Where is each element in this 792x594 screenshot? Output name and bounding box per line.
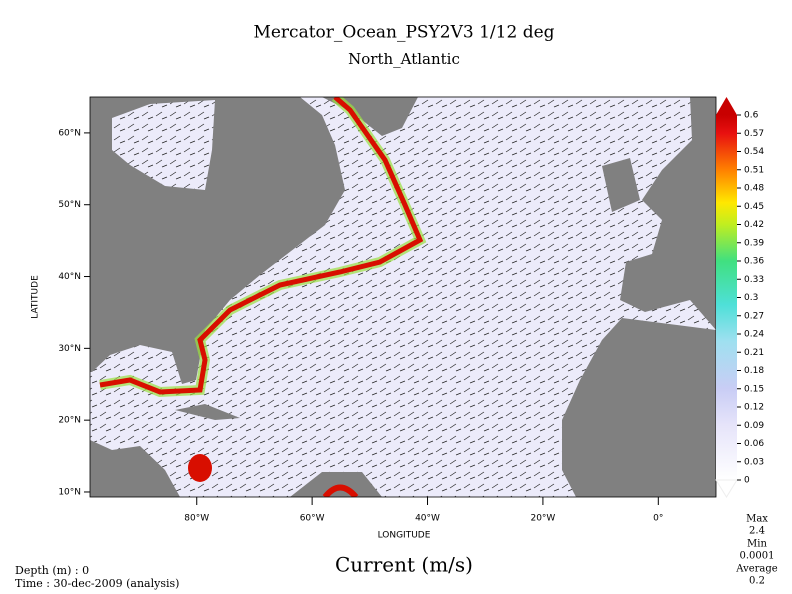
colorbar-tick-label: 0.48 [744,184,764,194]
title: Mercator_Ocean_PSY2V3 1/12 deg [253,23,554,43]
colorbar-tick-label: 0.12 [744,403,764,413]
y-tick-label: 40°N [58,272,81,282]
x-tick-label: 0° [653,514,663,524]
colorbar-top [716,97,737,115]
colorbar-tick-label: 0.09 [744,421,764,431]
cuba [175,404,240,420]
colorbar-tick-label: 0.54 [744,147,764,157]
eddy [322,484,359,497]
map [90,97,716,497]
y-tick-label: 30°N [58,344,81,354]
stat-value: 0.2 [749,576,765,587]
colorbar-tick-label: 0.57 [744,129,764,139]
time: Time : 30-dec-2009 (analysis) [15,577,179,590]
stat-label: Max [746,514,768,525]
colorbar-tick-label: 0.24 [744,330,764,340]
y-tick-label: 50°N [58,200,81,210]
eddy [188,454,212,482]
stat-value: 2.4 [749,526,765,537]
colorbar-label: Current (m/s) [335,553,473,577]
y-tick-label: 10°N [58,487,81,497]
central-america [90,440,180,497]
colorbar-tick-label: 0.06 [744,439,764,449]
colorbar-tick-label: 0.03 [744,457,764,467]
colorbar-tick-label: 0.27 [744,311,764,321]
subtitle: North_Atlantic [348,50,460,68]
x-tick-label: 40°W [415,514,440,524]
y-tick-label: 20°N [58,416,81,426]
hudson-bay [112,100,215,190]
y-axis-label: LATITUDE [31,275,41,319]
britain [602,158,640,212]
colorbar-tick-label: 0.42 [744,220,764,230]
europe [620,97,716,330]
colorbar-tick-label: 0.15 [744,384,764,394]
colorbar-tick-label: 0.51 [744,165,764,175]
colorbar [716,115,737,480]
stat-label: Min [747,539,767,550]
colorbar-tick-label: 0.3 [744,293,758,303]
colorbar-tick-label: 0.39 [744,238,764,248]
colorbar-tick-label: 0.33 [744,275,764,285]
stat-value: 0.0001 [740,551,775,562]
x-tick-label: 20°W [530,514,555,524]
x-tick-label: 80°W [184,514,209,524]
colorbar-tick-label: 0.18 [744,366,764,376]
colorbar-tick-label: 0.6 [744,111,759,121]
y-tick-label: 60°N [58,128,81,138]
depth: Depth (m) : 0 [15,564,89,577]
colorbar-tick-label: 0.45 [744,202,764,212]
colorbar-tick-label: 0.21 [744,348,764,358]
gulf-stream [99,97,424,395]
stat-label: Average [735,564,778,575]
colorbar-tick-label: 0 [744,476,750,486]
colorbar-bottom [715,479,738,498]
x-tick-label: 60°W [300,514,325,524]
africa [562,318,716,497]
x-axis-label: LONGITUDE [378,531,431,541]
colorbar-tick-label: 0.36 [744,257,764,267]
south-america [290,472,382,497]
